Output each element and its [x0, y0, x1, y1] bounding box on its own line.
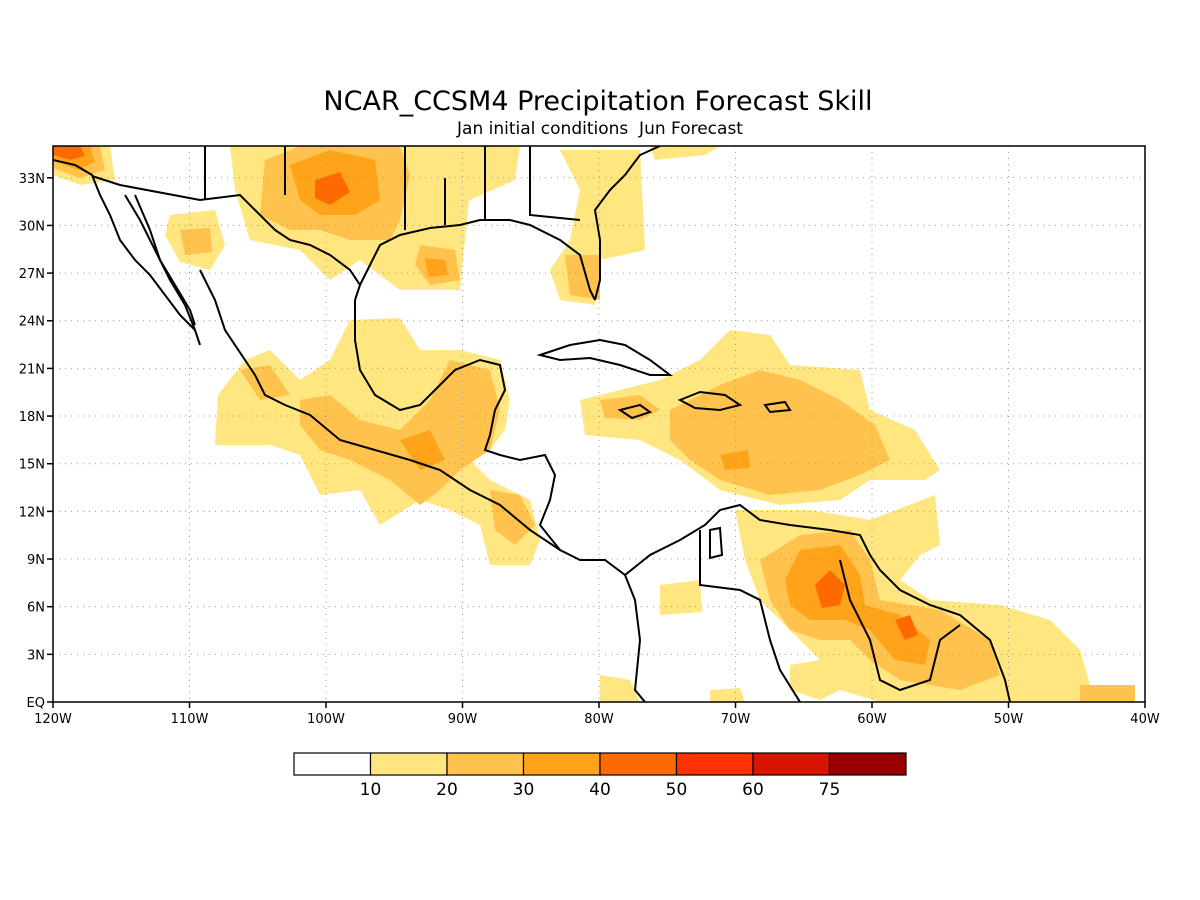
lon-tick-label: 60W [857, 712, 887, 727]
colorbar-swatch [599, 752, 678, 776]
lat-tick-label: 21N [19, 362, 45, 377]
map-axes: 120W 110W 100W 90W 80W 70W 60W 50W 40W EQ 3N 6N 9N 12… [19, 172, 1160, 727]
map-title: NCAR_CCSM4 Precipitation Forecast Skill [323, 86, 872, 117]
colorbar-swatch [522, 752, 601, 776]
lat-tick-label: EQ [27, 696, 45, 711]
colorbar-swatch [293, 752, 372, 776]
skill-shading [53, 146, 1135, 702]
colorbar-swatch [828, 752, 907, 776]
colorbar-swatch [675, 752, 754, 776]
colorbar-swatch [752, 752, 831, 776]
lat-tick-label: 15N [19, 458, 45, 473]
colorbar: 10 20 30 40 50 60 75 [293, 752, 907, 800]
colorbar-label: 75 [819, 780, 841, 800]
lat-tick-label: 27N [19, 267, 45, 282]
lon-tick-label: 40W [1130, 712, 1160, 727]
colorbar-swatch [446, 752, 525, 776]
colorbar-swatch [369, 752, 448, 776]
skill-level-10-20 [53, 146, 1135, 702]
lat-tick-label: 3N [27, 648, 45, 663]
lon-tick-label: 120W [34, 712, 72, 727]
lon-tick-label: 90W [448, 712, 478, 727]
coastlines [53, 146, 1011, 702]
lon-tick-label: 80W [584, 712, 614, 727]
lat-tick-label: 33N [19, 172, 45, 187]
skill-level-30-40 [53, 146, 930, 665]
lon-tick-label: 110W [171, 712, 209, 727]
colorbar-label: 60 [742, 780, 764, 800]
skill-level-40-50 [53, 146, 918, 640]
colorbar-label: 50 [666, 780, 688, 800]
map-subtitle: Jan initial conditions Jun Forecast [456, 119, 743, 139]
lat-tick-label: 9N [27, 553, 45, 568]
lon-tick-label: 50W [994, 712, 1024, 727]
colorbar-label: 40 [589, 780, 611, 800]
lat-tick-label: 18N [19, 410, 45, 425]
colorbar-label: 20 [436, 780, 458, 800]
lon-tick-label: 100W [307, 712, 345, 727]
lat-tick-label: 24N [19, 315, 45, 330]
lat-tick-label: 12N [19, 505, 45, 520]
colorbar-label: 30 [513, 780, 535, 800]
lat-tick-label: 30N [19, 219, 45, 234]
lon-tick-label: 70W [721, 712, 751, 727]
colorbar-label: 10 [360, 780, 382, 800]
lat-tick-label: 6N [27, 601, 45, 616]
